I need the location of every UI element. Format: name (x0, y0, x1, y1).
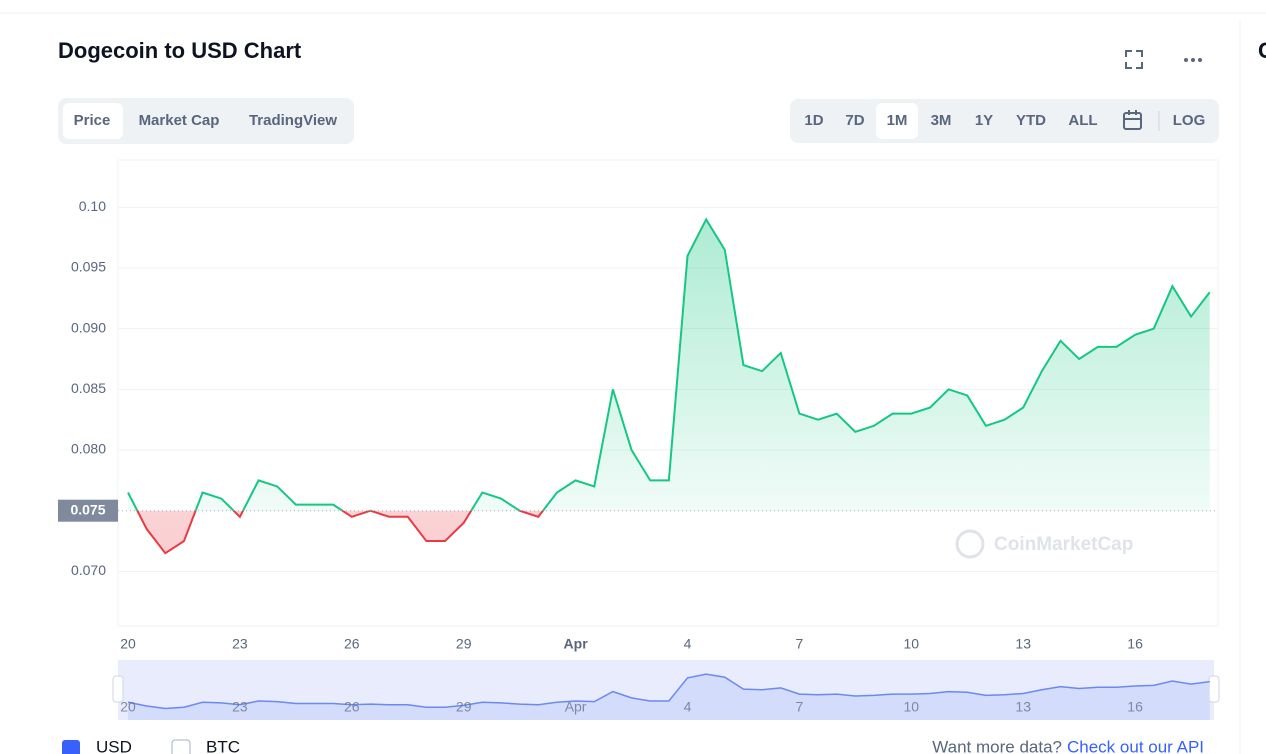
nav-line (127, 673, 1210, 710)
log-button[interactable]: LOG (1173, 112, 1206, 129)
nav-tick-label: 10 (904, 699, 920, 715)
y-tick-label: 0.085 (71, 380, 106, 396)
x-tick-label: 26 (344, 636, 360, 652)
footer-prompt: Want more data? (932, 737, 1062, 754)
nav-area (128, 674, 1210, 720)
tab-group (58, 98, 354, 144)
range-button[interactable]: 7D (845, 112, 864, 129)
side-title: C (1258, 38, 1266, 63)
reference-badge (58, 499, 118, 522)
currency-label: BTC (206, 737, 240, 754)
chart-title: Dogecoin to USD Chart (58, 38, 302, 63)
y-tick-label: 0.080 (71, 441, 106, 457)
range-active-bg (876, 103, 918, 139)
price-area (128, 219, 1210, 511)
nav-handle[interactable] (112, 675, 124, 703)
tab[interactable]: Market Cap (139, 112, 220, 129)
x-tick-label: 20 (120, 636, 136, 652)
x-tick-label: 29 (456, 636, 472, 652)
y-tick-label: 0.090 (71, 319, 106, 335)
range-button[interactable]: 3M (931, 112, 952, 129)
x-tick-label: 23 (232, 636, 248, 652)
nav-tick-label: 26 (344, 699, 360, 715)
calendar-icon[interactable] (1123, 110, 1142, 130)
nav-tick-label: 16 (1127, 699, 1143, 715)
y-tick-label: 0.10 (79, 198, 106, 214)
nav-tick-label: 23 (232, 699, 248, 715)
nav-handle[interactable] (1208, 675, 1220, 703)
plot-frame (117, 159, 1219, 627)
range-button[interactable]: 1M (887, 112, 908, 129)
nav-tick-label: Apr (565, 699, 587, 715)
x-tick-label: 13 (1015, 636, 1031, 652)
range-button[interactable]: ALL (1068, 112, 1097, 129)
checkbox-checked[interactable] (62, 740, 80, 754)
nav-tick-label: 29 (456, 699, 472, 715)
x-tick-label: 16 (1127, 636, 1143, 652)
y-tick-label: 0.070 (71, 562, 106, 578)
nav-tick-label: 7 (796, 699, 804, 715)
range-button[interactable]: 1Y (975, 112, 993, 129)
watermark-text: CoinMarketCap (994, 534, 1133, 555)
reference-label: 0.075 (70, 501, 105, 517)
watermark: CoinMarketCap (955, 529, 1133, 559)
x-tick-label: 7 (796, 636, 804, 652)
x-tick-label: 4 (684, 636, 692, 652)
currency-label: USD (96, 737, 132, 754)
price-line (127, 217, 1211, 511)
nav-tick-label: 13 (1015, 699, 1031, 715)
y-tick-label: 0.095 (71, 259, 106, 275)
checkbox[interactable] (171, 739, 191, 754)
nav-tick-label: 4 (684, 699, 692, 715)
tab[interactable]: TradingView (249, 112, 337, 129)
fullscreen-icon[interactable] (1125, 50, 1143, 69)
tab[interactable]: Price (74, 112, 111, 129)
range-button[interactable]: YTD (1016, 112, 1046, 129)
nav-tick-label: 20 (120, 699, 136, 715)
x-tick-label: Apr (564, 636, 589, 652)
more-icon[interactable] (1184, 58, 1202, 62)
tab-active-bg (63, 103, 123, 139)
api-link[interactable]: Check out our API (1067, 737, 1204, 754)
x-tick-label: 10 (904, 636, 920, 652)
range-button[interactable]: 1D (804, 112, 823, 129)
